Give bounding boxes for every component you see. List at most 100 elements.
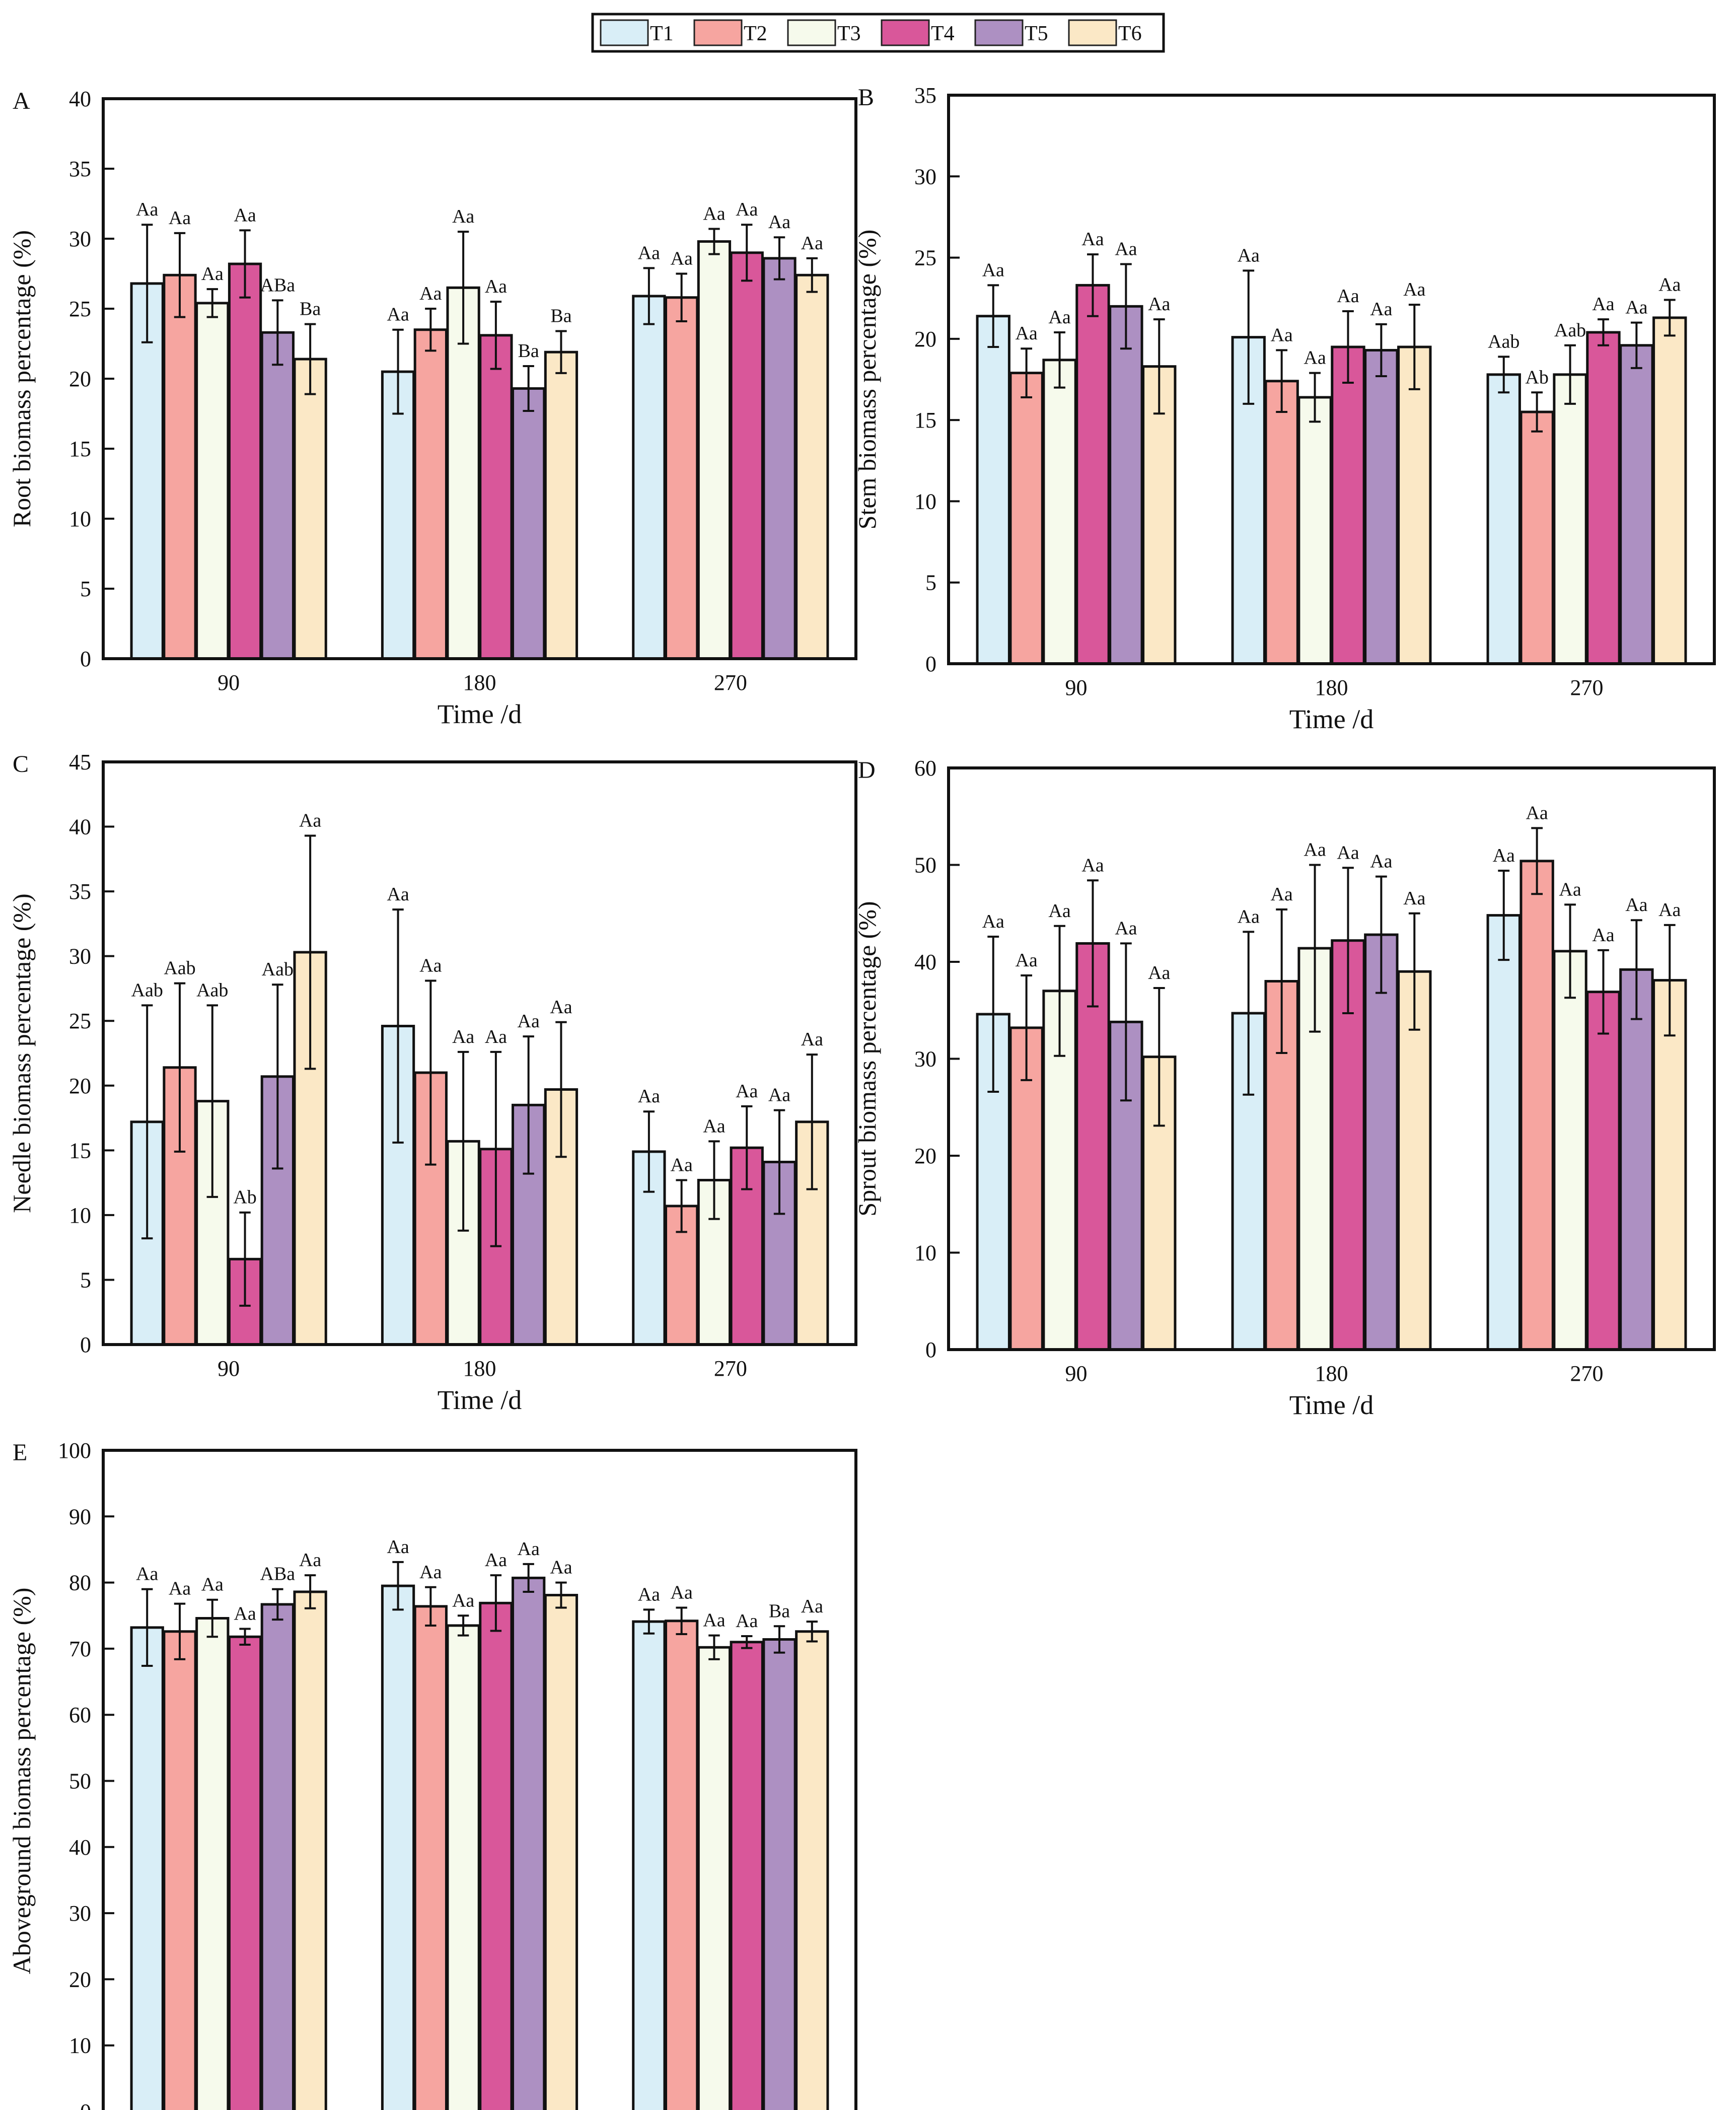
significance-label: Aa: [638, 242, 660, 263]
y-tick-label: 30: [914, 164, 936, 189]
bar-t3-270: [1553, 950, 1587, 1351]
bar-t5-90: [260, 331, 295, 660]
bar-t5-270: [762, 257, 797, 660]
significance-label: Aa: [638, 1584, 660, 1605]
plot-frame: [947, 94, 1716, 665]
y-tick-label: 0: [925, 1338, 936, 1362]
significance-label: Aa: [299, 1550, 321, 1571]
significance-label: Aa: [1658, 274, 1681, 295]
significance-label: Aa: [982, 911, 1004, 932]
y-tick-label: 0: [80, 1332, 91, 1357]
bar-t1-90: [130, 1626, 164, 2110]
significance-label: Aa: [1238, 245, 1260, 266]
bar-t4-270: [730, 1641, 764, 2110]
legend: T1 T2 T3 T4 T5 T6: [591, 13, 1165, 53]
bar-t1-270: [1486, 914, 1521, 1351]
bar-t6-180: [544, 350, 578, 660]
plot-frame: [102, 1449, 857, 2110]
x-tick-label: 180: [1315, 675, 1348, 700]
x-tick-label: 180: [1315, 1361, 1348, 1386]
significance-label: Aa: [1658, 899, 1681, 921]
significance-label: Aa: [1048, 307, 1070, 328]
significance-label: Aa: [638, 1086, 660, 1107]
y-tick-label: 35: [69, 157, 91, 181]
legend-label-t5: T5: [1025, 22, 1048, 45]
significance-label: Aa: [419, 955, 442, 976]
panel-letter: B: [858, 84, 874, 111]
plot-frame: [947, 766, 1716, 1351]
legend-swatch-t2: [693, 19, 743, 46]
significance-label: Aa: [1625, 894, 1647, 916]
bar-t6-270: [1652, 979, 1687, 1351]
significance-label: Aa: [1493, 845, 1515, 866]
y-tick-label: 10: [914, 489, 936, 514]
significance-label: Ba: [518, 340, 539, 362]
bar-t4-90: [228, 262, 262, 660]
significance-label: Ab: [233, 1187, 256, 1208]
significance-label: Aa: [1526, 802, 1548, 823]
x-tick-label: 90: [218, 1356, 240, 1381]
bar-t5-180: [1364, 348, 1399, 665]
significance-label: Aa: [736, 199, 758, 220]
bar-t2-90: [163, 273, 197, 660]
y-tick-label: 25: [69, 297, 91, 321]
significance-label: Aa: [703, 203, 725, 225]
legend-label-t1: T1: [650, 22, 674, 45]
panels: A 0 5 10 15 20 25 30 35 40 Root biomass percentage…: [8, 83, 1716, 2110]
x-tick-label: 180: [463, 1356, 496, 1381]
significance-label: Aa: [518, 1011, 540, 1032]
chart-panel-c: C 0 5 10 15 20 25 30 35 40 45 Needle biomass percen…: [8, 750, 857, 1415]
y-tick-label: 40: [69, 1835, 91, 1860]
significance-label: Aa: [299, 810, 321, 831]
significance-label: Ba: [769, 1600, 790, 1622]
y-tick-label: 60: [69, 1703, 91, 1727]
bar-t2-270: [1520, 860, 1554, 1351]
chart-panel-e: E 0 10 20 30 40 50 60 70 80 90 100 Aboveground bioma…: [8, 1438, 857, 2110]
y-tick-label: 25: [69, 1009, 91, 1033]
legend-swatch-t3: [787, 19, 836, 46]
bar-t3-270: [697, 240, 732, 660]
significance-label: Aa: [1148, 294, 1170, 315]
significance-label: Aa: [1238, 906, 1260, 927]
y-tick-label: 15: [69, 1138, 91, 1163]
plot-frame: [102, 760, 857, 1346]
bar-t3-180: [446, 1624, 480, 2110]
significance-label: Ab: [1525, 367, 1548, 388]
significance-label: Aa: [234, 1603, 256, 1625]
bar-t1-90: [976, 315, 1010, 665]
bar-t3-90: [195, 302, 230, 660]
significance-label: Aa: [1270, 884, 1292, 905]
bar-t2-90: [1009, 372, 1044, 665]
significance-label: Aa: [169, 1578, 191, 1599]
y-tick-label: 50: [914, 853, 936, 878]
y-tick-label: 5: [80, 1268, 91, 1292]
significance-label: Aa: [387, 884, 409, 905]
legend-swatch-t6: [1068, 19, 1117, 46]
y-tick-label: 35: [69, 879, 91, 904]
significance-label: Aa: [1081, 229, 1104, 250]
significance-label: ABa: [260, 274, 296, 296]
significance-label: Aab: [262, 959, 294, 980]
significance-label: Aa: [201, 1574, 224, 1595]
significance-label: Aab: [131, 979, 163, 1001]
legend-label-t3: T3: [837, 22, 861, 45]
y-tick-label: 90: [69, 1504, 91, 1529]
y-tick-label: 35: [914, 83, 936, 108]
y-tick-label: 10: [69, 507, 91, 531]
significance-label: Aab: [164, 958, 195, 979]
y-axis-label: Stem biomass percentage (%): [853, 230, 881, 530]
significance-label: Aa: [1370, 851, 1392, 872]
significance-label: Ba: [300, 299, 321, 320]
legend-label-t4: T4: [931, 22, 955, 45]
significance-label: Aa: [550, 997, 572, 1018]
significance-label: Aa: [736, 1081, 758, 1102]
significance-label: Aa: [452, 1026, 474, 1047]
y-tick-label: 10: [69, 1203, 91, 1228]
significance-label: Aa: [1337, 842, 1359, 863]
bar-t3-90: [195, 1617, 230, 2110]
significance-label: Aa: [387, 1536, 409, 1558]
x-tick-label: 270: [1570, 1361, 1604, 1386]
significance-label: Aa: [518, 1538, 540, 1560]
significance-label: Aa: [1015, 323, 1037, 344]
y-axis-label: Sprout biomass percentage (%): [853, 901, 881, 1216]
